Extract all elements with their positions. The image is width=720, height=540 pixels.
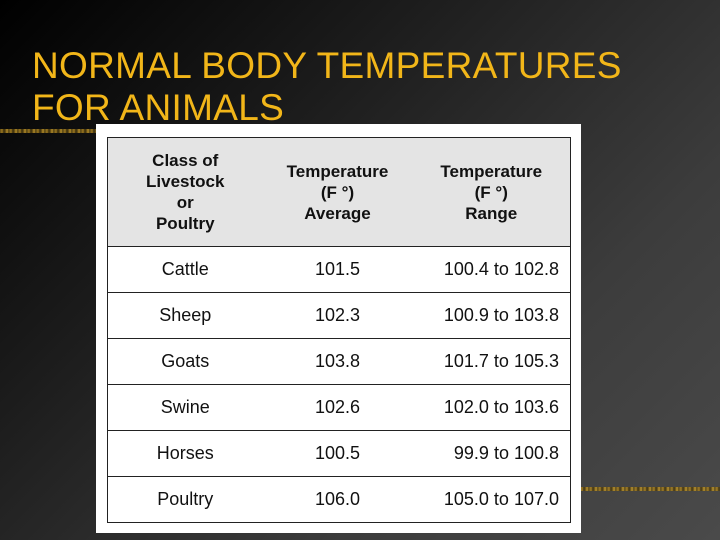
header-range: Temperature (F °) Range [412, 137, 571, 247]
header-range-line: Temperature [440, 161, 543, 181]
cell-animal: Goats [107, 338, 263, 385]
header-average: Temperature (F °) Average [262, 137, 413, 247]
slide-title-line-2: FOR ANIMALS [32, 86, 285, 128]
header-range-line: (F °) [474, 182, 508, 202]
table-row: Sheep 102.3 100.9 to 103.8 [107, 292, 571, 339]
cell-animal: Horses [107, 430, 263, 477]
cell-average: 102.6 [262, 384, 413, 431]
header-average-line: Average [304, 203, 371, 223]
slide-title-line-1: NORMAL BODY TEMPERATURES [32, 44, 622, 86]
cell-average: 106.0 [262, 476, 413, 523]
temperature-table: Class of Livestock or Poultry Temperatur… [107, 137, 571, 523]
header-class-line: Livestock [146, 172, 225, 191]
cell-range: 102.0 to 103.6 [412, 384, 571, 431]
header-class-line: Poultry [155, 214, 215, 233]
cell-range: 105.0 to 107.0 [412, 476, 571, 523]
cell-range: 100.4 to 102.8 [412, 246, 571, 293]
table-row: Swine 102.6 102.0 to 103.6 [107, 384, 571, 431]
temperature-table-image: Class of Livestock or Poultry Temperatur… [96, 124, 581, 533]
header-average-line: (F °) [320, 182, 355, 202]
table-row: Poultry 106.0 105.0 to 107.0 [107, 476, 571, 523]
decorative-rule-right [580, 487, 720, 491]
decorative-rule-left [0, 129, 96, 133]
cell-range: 101.7 to 105.3 [412, 338, 571, 385]
slide-title: NORMAL BODY TEMPERATURES FOR ANIMALS [32, 45, 702, 129]
table-header-row: Class of Livestock or Poultry Temperatur… [107, 137, 571, 247]
cell-range: 100.9 to 103.8 [412, 292, 571, 339]
header-class-line: Class of [152, 151, 219, 170]
header-class-line: or [176, 193, 194, 212]
table-row: Cattle 101.5 100.4 to 102.8 [107, 246, 571, 293]
header-range-line: Range [465, 203, 518, 223]
header-average-line: Temperature [286, 161, 389, 181]
cell-average: 103.8 [262, 338, 413, 385]
cell-range: 99.9 to 100.8 [412, 430, 571, 477]
cell-animal: Sheep [107, 292, 263, 339]
cell-animal: Poultry [107, 476, 263, 523]
cell-average: 100.5 [262, 430, 413, 477]
cell-average: 101.5 [262, 246, 413, 293]
table-row: Goats 103.8 101.7 to 105.3 [107, 338, 571, 385]
cell-average: 102.3 [262, 292, 413, 339]
table-row: Horses 100.5 99.9 to 100.8 [107, 430, 571, 477]
cell-animal: Swine [107, 384, 263, 431]
header-class: Class of Livestock or Poultry [107, 137, 263, 247]
cell-animal: Cattle [107, 246, 263, 293]
